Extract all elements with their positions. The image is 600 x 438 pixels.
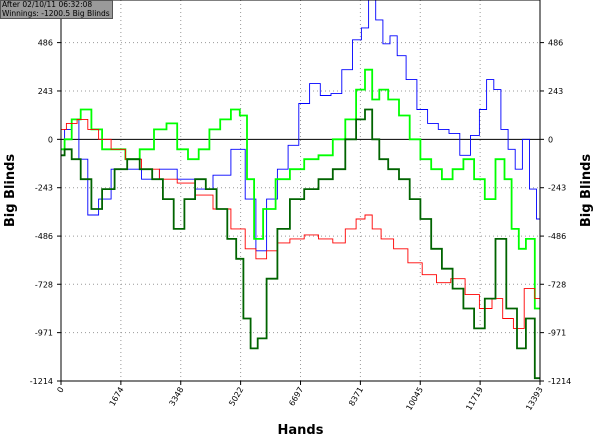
series-line-3 bbox=[61, 108, 540, 380]
y-tick-label-right: 486 bbox=[548, 39, 563, 48]
y-axis-title-right: Big Blinds bbox=[579, 154, 594, 228]
y-tick-label-right: -1214 bbox=[548, 377, 571, 386]
x-axis-title: Hands bbox=[278, 423, 324, 438]
y-tick-label-right: 0 bbox=[548, 135, 553, 144]
info-box: After 02/10/11 06:32:08 Winnings: -1200.… bbox=[0, 0, 113, 19]
y-axis-title-left: Big Blinds bbox=[3, 154, 18, 228]
y-tick-label-left: 486 bbox=[38, 39, 53, 48]
x-tick-label: 1674 bbox=[108, 386, 126, 408]
y-tick-label-right: -243 bbox=[548, 184, 566, 193]
info-winnings: Winnings: -1200.5 Big Blinds bbox=[2, 8, 110, 18]
y-tick-label-right: -486 bbox=[548, 232, 566, 241]
series-line-0 bbox=[61, 0, 540, 252]
y-tick-label-left: -243 bbox=[35, 184, 53, 193]
x-tick-label: 13393 bbox=[524, 386, 545, 413]
series-line-1 bbox=[61, 68, 540, 310]
y-ticks-right: 486 243 0 -243 -486 -728 -971 -1214 bbox=[540, 39, 571, 386]
y-ticks-left: 486 243 0 -243 -486 -728 -971 -1214 bbox=[30, 39, 61, 386]
x-tick-label: 6697 bbox=[287, 386, 305, 408]
y-tick-label-left: -486 bbox=[35, 232, 53, 241]
x-tick-label: 8371 bbox=[347, 386, 365, 408]
series-line-2 bbox=[61, 118, 540, 329]
x-tick-label: 10045 bbox=[404, 386, 425, 413]
y-tick-label-left: -971 bbox=[35, 329, 53, 338]
x-tick-label: 3348 bbox=[167, 386, 185, 408]
y-tick-label-left: 243 bbox=[38, 87, 53, 96]
y-tick-label-right: -971 bbox=[548, 329, 566, 338]
x-tick-label: 5022 bbox=[227, 386, 245, 408]
y-tick-label-left: 0 bbox=[48, 135, 53, 144]
x-tick-label: 11719 bbox=[464, 386, 485, 413]
grid bbox=[61, 0, 540, 381]
x-ticks: 0 1674 3348 5022 6697 8371 10045 11719 13393 bbox=[55, 381, 545, 413]
plot-frame bbox=[60, 0, 541, 382]
x-tick-label: 0 bbox=[55, 386, 65, 395]
y-tick-label-right: -728 bbox=[548, 280, 566, 289]
series-group bbox=[61, 0, 540, 380]
y-tick-label-right: 243 bbox=[548, 87, 563, 96]
info-date: After 02/10/11 06:32:08 bbox=[2, 0, 93, 9]
y-tick-label-left: -1214 bbox=[30, 377, 53, 386]
y-tick-label-left: -728 bbox=[35, 280, 53, 289]
